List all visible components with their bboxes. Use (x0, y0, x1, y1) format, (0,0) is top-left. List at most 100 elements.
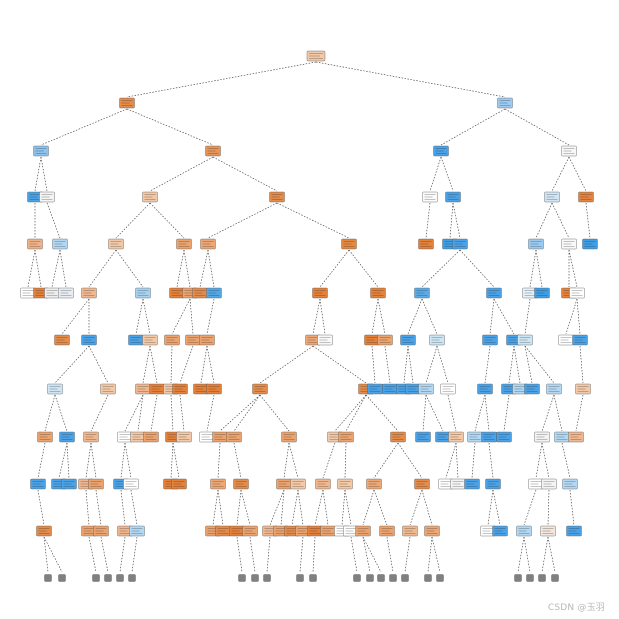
tree-edge (183, 249, 191, 288)
truncated-node (551, 574, 559, 582)
tree-node (582, 238, 598, 250)
tree-edge (90, 442, 97, 479)
tree-node (486, 287, 502, 299)
tree-node (578, 191, 594, 203)
tree-node (485, 478, 501, 490)
tree-edge (322, 442, 336, 479)
tree-edge (344, 489, 352, 526)
tree-node (306, 50, 326, 62)
tree-edge (88, 536, 97, 573)
tree-node (540, 525, 556, 537)
truncated-node (526, 574, 534, 582)
tree-edge (266, 536, 271, 573)
tree-edge (503, 394, 510, 432)
tree-node (252, 383, 268, 395)
truncated-node (104, 574, 112, 582)
tree-node (295, 525, 311, 537)
tree-node (424, 525, 440, 537)
tree-node (193, 383, 209, 395)
tree-edge (386, 536, 394, 573)
tree-node (135, 383, 151, 395)
tree-node (317, 334, 333, 346)
tree-edge (362, 489, 375, 526)
tree-node (149, 383, 165, 395)
tree-node (338, 431, 354, 443)
tree-edge (484, 394, 490, 432)
tree-node (199, 334, 215, 346)
tree-edge (135, 298, 144, 335)
tree-edge (344, 442, 347, 479)
tree-node (88, 478, 104, 490)
tree-node (30, 478, 46, 490)
tree-edge (547, 536, 556, 573)
tree-node (516, 525, 532, 537)
tree-node (142, 334, 158, 346)
tree-edge (319, 298, 326, 335)
tree-edge (565, 298, 578, 335)
tree-edge (88, 345, 109, 384)
tree-edge (200, 345, 208, 384)
tree-node (575, 383, 591, 395)
tree-edge (407, 345, 414, 384)
tree-edge (334, 394, 367, 432)
tree-node (440, 383, 456, 395)
tree-edge (431, 536, 441, 573)
tree-node (367, 383, 383, 395)
tree-edge (131, 536, 138, 573)
tree-node (307, 525, 323, 537)
tree-edge (137, 394, 144, 432)
truncated-node (128, 574, 136, 582)
tree-edge (547, 489, 550, 526)
tree-node (528, 238, 544, 250)
truncated-node (538, 574, 546, 582)
tree-node (534, 431, 550, 443)
tree-edge (176, 249, 185, 288)
tree-edge (455, 442, 459, 479)
tree-edge (312, 298, 321, 335)
tree-node (290, 478, 306, 490)
tree-edge (276, 202, 350, 239)
tree-node (276, 478, 292, 490)
tree-edge (425, 202, 431, 239)
tree-edge (259, 345, 314, 384)
tree-node (129, 525, 145, 537)
tree-edge (115, 249, 144, 288)
tree-edge (440, 156, 454, 192)
tree-edge (149, 202, 185, 239)
tree-node (497, 97, 513, 109)
watermark: CSDN @玉羽 (547, 603, 605, 613)
tree-node (561, 145, 577, 157)
tree-edge (487, 489, 494, 526)
tree-node (206, 287, 222, 299)
tree-node (572, 334, 588, 346)
tree-node (568, 431, 584, 443)
tree-edge (403, 345, 409, 384)
tree-node (534, 287, 550, 299)
tree-edge (120, 489, 126, 526)
tree-edge (319, 249, 350, 288)
tree-edge (551, 156, 570, 192)
truncated-node (44, 574, 52, 582)
tree-edge (207, 202, 278, 239)
tree-edge (523, 489, 537, 526)
tree-edge (568, 249, 578, 288)
tree-edge (115, 202, 151, 239)
tree-edge (85, 442, 92, 479)
tree-edge (535, 442, 543, 479)
tree-edge (34, 249, 42, 288)
tree-edge (100, 536, 109, 573)
tree-edge (124, 394, 144, 432)
tree-edge (61, 298, 90, 335)
tree-edge (409, 489, 423, 526)
tree-node (81, 287, 97, 299)
truncated-node (116, 574, 124, 582)
tree-node (355, 525, 371, 537)
tree-node (405, 383, 421, 395)
tree-edge (535, 249, 543, 288)
tree-node (400, 334, 416, 346)
tree-edge (474, 394, 486, 432)
tree-edge (259, 394, 290, 432)
tree-node (212, 431, 228, 443)
truncated-node (514, 574, 522, 582)
tree-edge (492, 489, 501, 526)
